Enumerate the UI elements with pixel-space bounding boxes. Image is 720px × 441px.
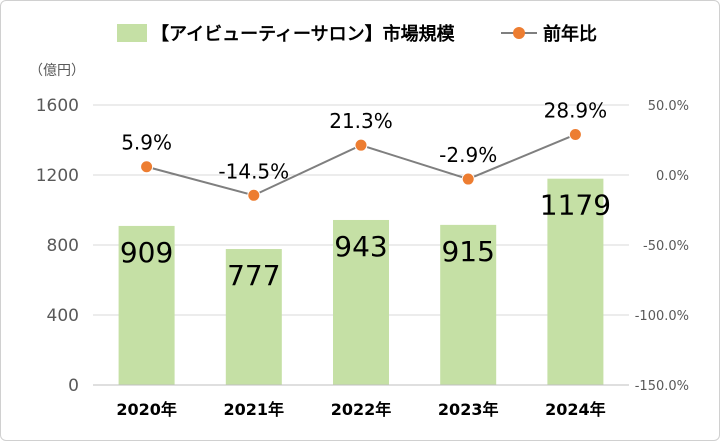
y-right-tick-label: -50.0% (643, 239, 689, 254)
bar (440, 224, 497, 385)
bar (547, 178, 604, 385)
x-tick-label: 2024年 (545, 400, 606, 419)
legend-label-line: 前年比 (543, 23, 597, 45)
y-right-tick-label: -100.0% (635, 309, 689, 324)
y-left-tick-label: 400 (47, 306, 79, 326)
x-tick-label: 2020年 (116, 400, 177, 419)
line-series (140, 128, 582, 202)
bar (118, 225, 175, 385)
line-data-label: 21.3% (329, 109, 393, 133)
bar-data-label: 1179 (540, 189, 611, 222)
line-point (140, 160, 154, 174)
legend-swatch-bar (117, 24, 147, 42)
line-point (354, 138, 368, 152)
bar-data-label: 915 (441, 235, 494, 268)
y-left-unit: （億円） (29, 63, 85, 79)
bar-data-label: 777 (227, 259, 280, 292)
y-left-tick-label: 1200 (36, 166, 79, 186)
y-left-tick-label: 1600 (36, 96, 79, 116)
y-right-tick-label: 50.0% (648, 99, 689, 114)
x-tick-label: 2021年 (224, 400, 285, 419)
bar (333, 219, 389, 385)
y-right-tick-label: -150.0% (635, 379, 689, 394)
line-data-label: -2.9% (439, 143, 497, 167)
x-tick-label: 2022年 (331, 400, 392, 419)
line-point (461, 172, 475, 186)
bar (225, 249, 282, 385)
bar-data-label: 909 (120, 236, 173, 269)
bar-series (118, 178, 604, 385)
line-point (568, 128, 582, 142)
data-labels: 909 777 943 915 1179 5.9% -14.5% 21.3% -2.9% 28.9… (120, 99, 611, 292)
line-data-label: -14.5% (218, 159, 289, 183)
legend-label-bar: 【アイビューティーサロン】市場規模 (151, 23, 456, 45)
line-point (247, 188, 261, 202)
y-right-tick-label: 0.0% (656, 169, 689, 184)
legend-swatch-marker (513, 27, 525, 39)
legend: 【アイビューティーサロン】市場規模 前年比 (117, 23, 597, 45)
y-left-tick-label: 0 (68, 376, 79, 396)
bar-data-label: 943 (334, 230, 387, 263)
y-left-tick-label: 800 (47, 236, 79, 256)
x-tick-label: 2023年 (438, 400, 499, 419)
line-data-label: 28.9% (544, 99, 608, 123)
line-data-label: 5.9% (121, 131, 172, 155)
axes: 0 400 800 1200 1600 50.0% 0.0% -50.0% -100.0% -15… (29, 63, 689, 419)
